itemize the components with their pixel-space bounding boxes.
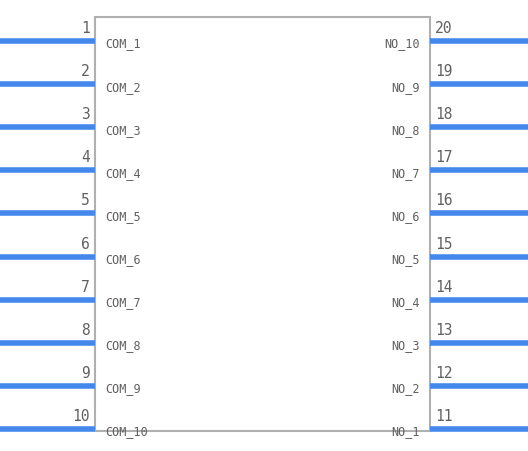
Text: NO_10: NO_10 — [384, 37, 420, 51]
Text: 19: 19 — [435, 64, 452, 79]
Text: 12: 12 — [435, 365, 452, 380]
Text: 15: 15 — [435, 236, 452, 251]
Text: COM_1: COM_1 — [105, 37, 140, 51]
Text: 18: 18 — [435, 107, 452, 122]
Text: NO_9: NO_9 — [391, 80, 420, 93]
Text: COM_6: COM_6 — [105, 253, 140, 266]
Text: 10: 10 — [72, 408, 90, 423]
Text: 7: 7 — [81, 279, 90, 294]
Text: 14: 14 — [435, 279, 452, 294]
Text: 16: 16 — [435, 193, 452, 208]
Text: 17: 17 — [435, 150, 452, 165]
Text: 6: 6 — [81, 236, 90, 251]
Text: NO_6: NO_6 — [391, 209, 420, 222]
Text: 8: 8 — [81, 322, 90, 337]
Text: NO_7: NO_7 — [391, 166, 420, 179]
Text: COM_5: COM_5 — [105, 209, 140, 222]
Text: NO_1: NO_1 — [391, 424, 420, 437]
Text: 9: 9 — [81, 365, 90, 380]
Text: 4: 4 — [81, 150, 90, 165]
Text: NO_3: NO_3 — [391, 339, 420, 351]
Text: NO_5: NO_5 — [391, 253, 420, 266]
Text: 1: 1 — [81, 21, 90, 36]
Text: NO_8: NO_8 — [391, 124, 420, 136]
Text: 13: 13 — [435, 322, 452, 337]
Text: 5: 5 — [81, 193, 90, 208]
Text: 20: 20 — [435, 21, 452, 36]
Text: COM_7: COM_7 — [105, 295, 140, 308]
Text: COM_9: COM_9 — [105, 382, 140, 395]
Text: COM_4: COM_4 — [105, 166, 140, 179]
Text: COM_8: COM_8 — [105, 339, 140, 351]
Text: 11: 11 — [435, 408, 452, 423]
Text: NO_2: NO_2 — [391, 382, 420, 395]
Text: NO_4: NO_4 — [391, 295, 420, 308]
Text: COM_3: COM_3 — [105, 124, 140, 136]
Text: COM_10: COM_10 — [105, 424, 148, 437]
Text: 2: 2 — [81, 64, 90, 79]
Text: 3: 3 — [81, 107, 90, 122]
Text: COM_2: COM_2 — [105, 80, 140, 93]
Bar — [95, 18, 430, 431]
